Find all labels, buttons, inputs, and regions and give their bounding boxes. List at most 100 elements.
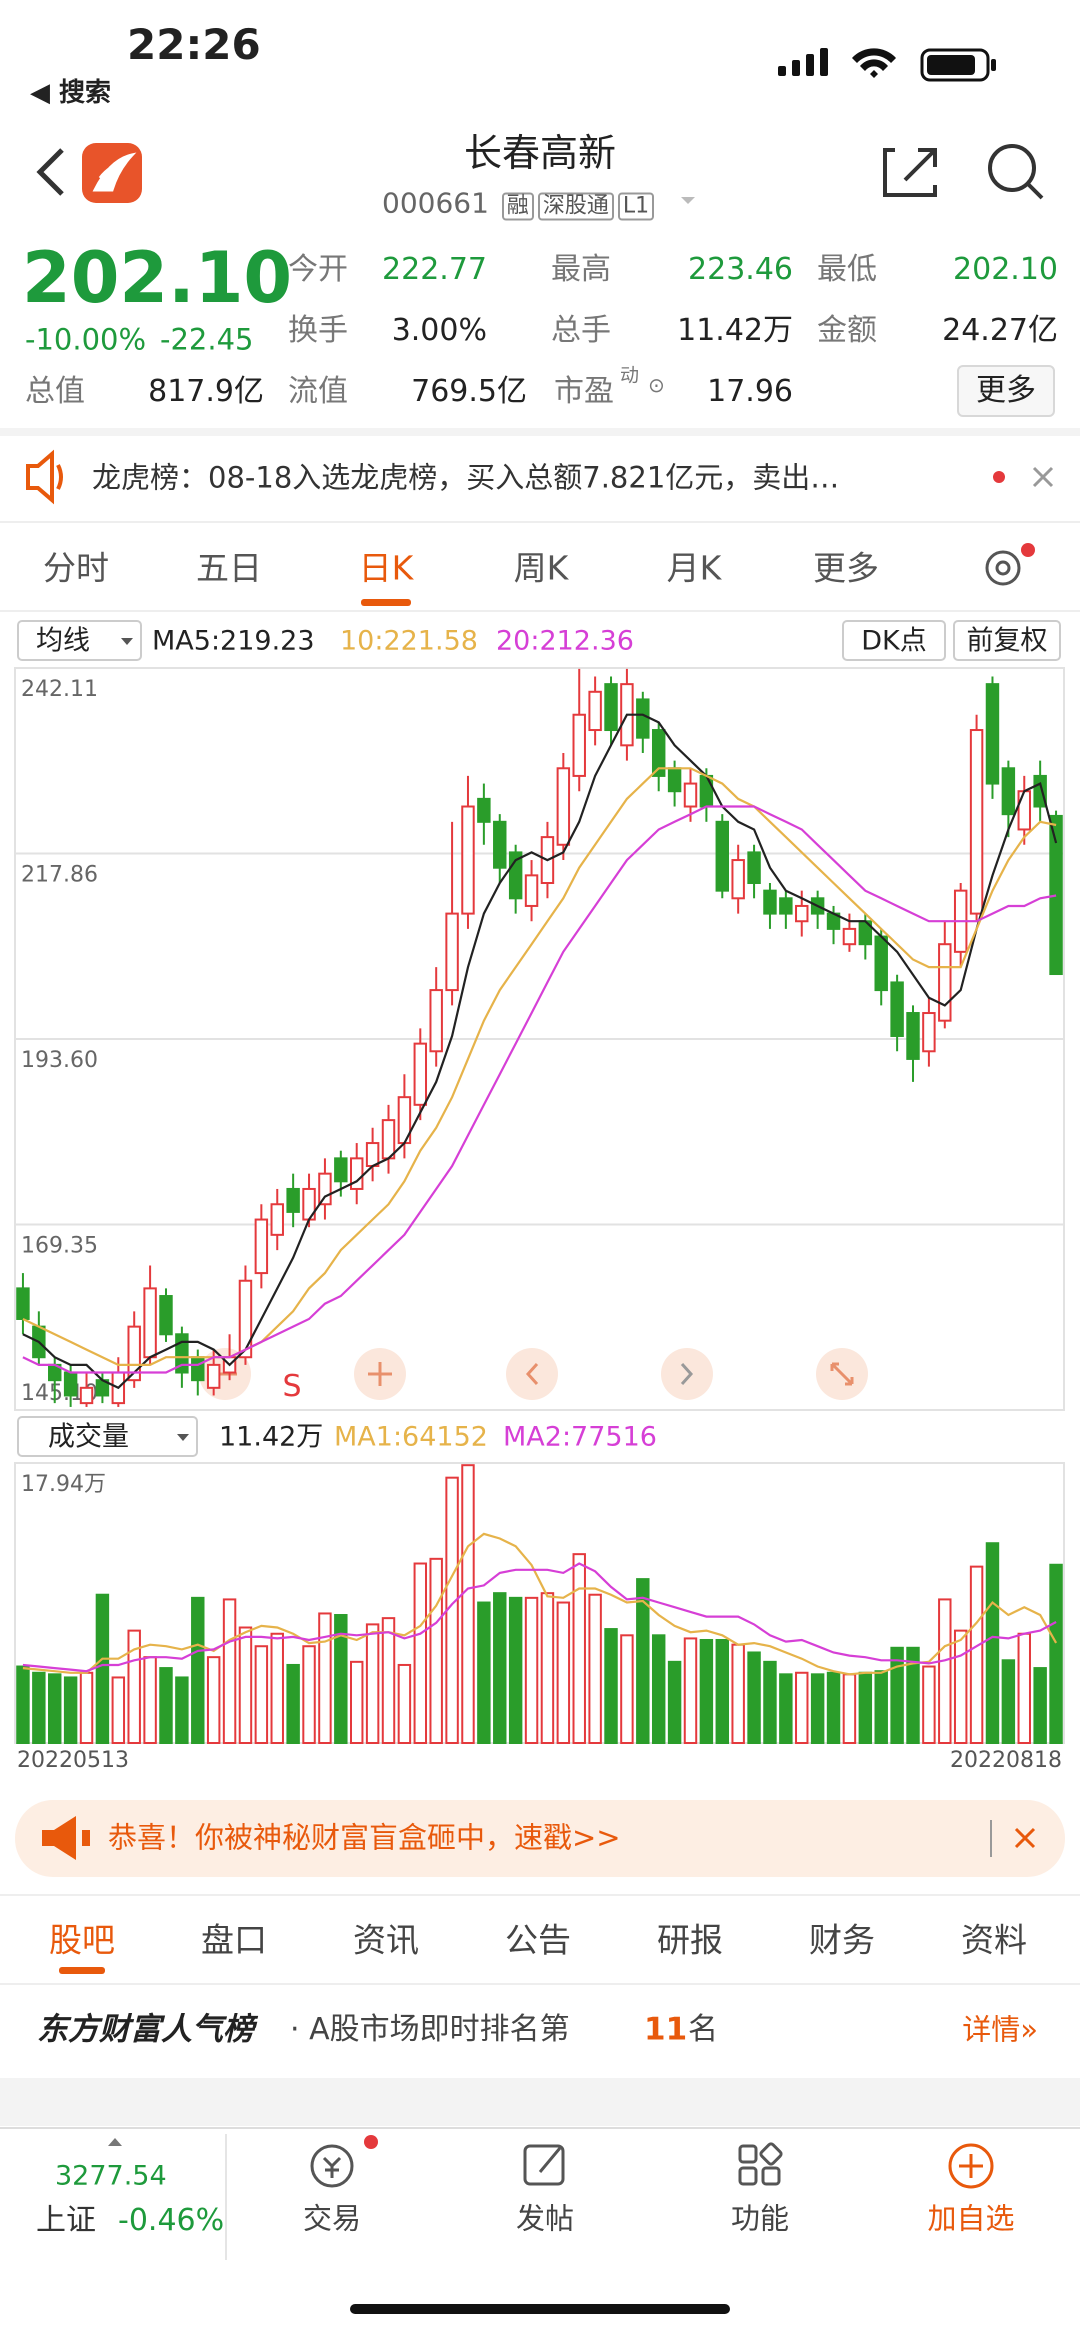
chart-tab[interactable]: 分时	[43, 548, 109, 588]
rank-link[interactable]: 详情»	[962, 2012, 1038, 2047]
volume-bar	[111, 1676, 126, 1744]
volume-bar	[16, 1665, 30, 1744]
add-icon	[948, 2143, 994, 2189]
close-button[interactable]	[1032, 466, 1054, 488]
nav-item[interactable]: 功能	[730, 2201, 790, 2236]
indicator-select[interactable]	[17, 620, 142, 661]
more-label[interactable]: 更多	[976, 373, 1036, 408]
volume-bar	[922, 1665, 936, 1744]
ma-line	[22, 1532, 1058, 1676]
status-icons	[778, 48, 996, 82]
dk-label[interactable]: DK点	[861, 625, 927, 657]
volume-bar	[254, 1645, 269, 1745]
candle-body	[445, 912, 459, 992]
back-button[interactable]	[36, 148, 64, 196]
index-name[interactable]: 上证	[36, 2203, 96, 2238]
volume-select[interactable]	[17, 1416, 198, 1457]
rank-number: 11	[644, 2011, 688, 2048]
nav-item[interactable]: 交易	[302, 2201, 362, 2236]
volume-bar	[349, 1660, 364, 1744]
volume-bar	[763, 1660, 777, 1744]
indicator-label[interactable]: 均线	[36, 625, 90, 657]
more-button[interactable]	[957, 365, 1055, 417]
control-label[interactable]: S	[282, 1369, 302, 1404]
volume-bar	[604, 1628, 618, 1745]
volume-bar	[206, 1656, 221, 1745]
adjust-label[interactable]: 前复权	[966, 625, 1048, 657]
candle-body	[524, 874, 539, 907]
dk-button[interactable]	[842, 620, 946, 661]
candle-body	[286, 1187, 300, 1213]
candle-body	[556, 767, 571, 846]
candle-body	[874, 935, 888, 992]
adjust-button[interactable]	[953, 620, 1061, 661]
volume-bar	[318, 1612, 332, 1744]
stat-label: 最低	[817, 252, 877, 287]
search-button[interactable]	[988, 144, 1044, 200]
chart-tab[interactable]: 月K	[666, 548, 722, 588]
stat-value: 11.42万	[677, 313, 793, 348]
candle-body	[461, 805, 475, 915]
volume-bar	[413, 1562, 428, 1744]
share-button[interactable]	[883, 148, 937, 197]
volume-bar	[302, 1645, 316, 1745]
index-value[interactable]: 3277.54	[55, 2160, 167, 2192]
x-tick-label: 20220818	[950, 1748, 1062, 1773]
volume-bar	[286, 1663, 300, 1744]
ad-close[interactable]	[1014, 1827, 1036, 1849]
nav-item[interactable]: 加自选	[927, 2201, 1015, 2236]
chart-tab[interactable]: 更多	[813, 548, 879, 588]
volume-bar	[524, 1596, 539, 1744]
legend-entry: 20:212.36	[496, 625, 634, 657]
indicator-label[interactable]: 成交量	[48, 1421, 129, 1453]
chart-tab[interactable]: 日K	[358, 548, 414, 588]
candle-body	[683, 782, 698, 808]
info-tab[interactable]: 盘口	[201, 1920, 267, 1960]
change-pct: -10.00%	[25, 322, 147, 357]
candle-body	[143, 1287, 157, 1359]
candle-body	[938, 943, 952, 1022]
volume-bar	[747, 1651, 761, 1745]
volume-bar	[588, 1593, 602, 1745]
volume-bar	[651, 1634, 666, 1745]
volume-bar	[715, 1638, 730, 1745]
back-link[interactable]: ◀ 搜索	[30, 78, 112, 108]
info-tab[interactable]: 资料	[961, 1920, 1027, 1960]
volume-bar	[1033, 1667, 1047, 1745]
ad-text[interactable]: 恭喜！你被神秘财富盲盒砸中，速戳>>	[108, 1820, 621, 1855]
legend-entry: 10:221.58	[340, 625, 478, 657]
candle-body	[588, 690, 602, 732]
ma-line	[22, 805, 1057, 1374]
candle-body	[477, 797, 491, 823]
candle-body	[604, 683, 618, 732]
select-arrow	[177, 1434, 189, 1441]
stat-label: 金额	[817, 313, 877, 348]
volume-bar	[540, 1592, 555, 1745]
stat-value: 3.00%	[391, 313, 487, 348]
candle-body	[508, 851, 523, 900]
settings-dot	[1021, 543, 1035, 557]
info-tab[interactable]: 研报	[657, 1920, 723, 1960]
candle-body	[381, 1119, 396, 1160]
info-tab[interactable]: 股吧	[49, 1920, 115, 1960]
stock-name: 长春高新	[463, 131, 617, 175]
nav-item[interactable]: 发帖	[515, 2201, 575, 2236]
index-change[interactable]: -0.46%	[118, 2203, 225, 2238]
ad-banner[interactable]	[15, 1800, 1065, 1877]
y-tick-label: 169.35	[21, 1234, 98, 1259]
info-tab[interactable]: 资讯	[353, 1920, 419, 1960]
dropdown-arrow[interactable]	[681, 197, 695, 204]
candle-body	[270, 1203, 284, 1236]
stat-value: 769.5亿	[411, 374, 527, 409]
stat-value: 817.9亿	[148, 374, 264, 409]
chart-tab[interactable]: 五日	[196, 548, 262, 588]
notice[interactable]: 龙虎榜：08-18入选龙虎榜，买入总额7.821亿元，卖出…	[92, 460, 840, 495]
volume-bar	[381, 1617, 396, 1745]
chart-controls[interactable]	[199, 1348, 868, 1400]
settings-button[interactable]	[985, 550, 1021, 586]
info-tab[interactable]: 公告	[505, 1920, 571, 1960]
info-tab[interactable]: 财务	[809, 1920, 875, 1960]
volume-bar	[953, 1629, 968, 1744]
candle-body	[890, 981, 904, 1037]
chart-tab[interactable]: 周K	[513, 548, 569, 588]
